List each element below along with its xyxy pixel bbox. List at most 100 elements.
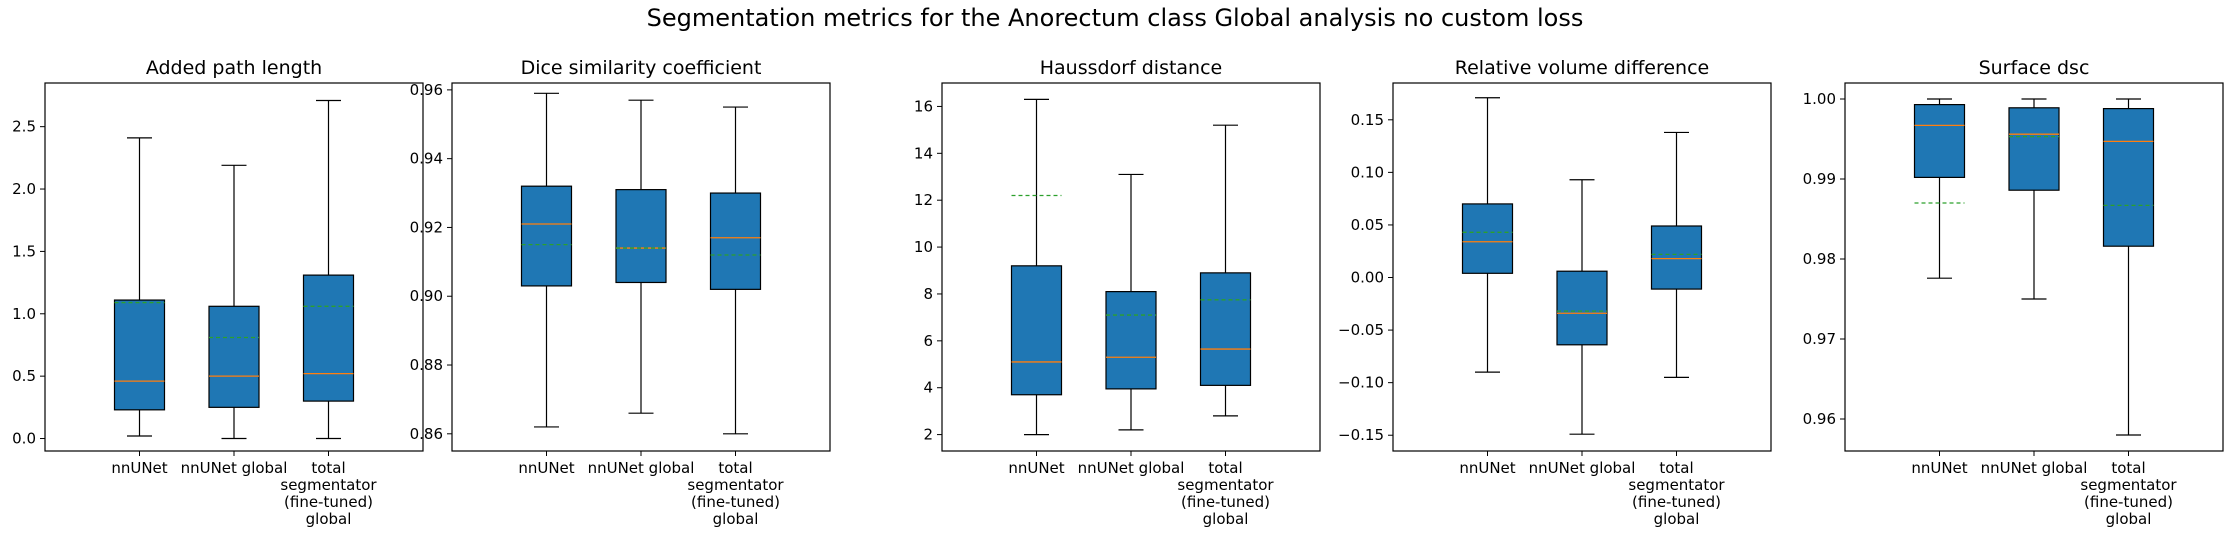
- box-body: [1105, 291, 1157, 390]
- x-tick-label: total: [311, 459, 345, 477]
- x-tick-label: total: [1208, 459, 1242, 477]
- x-tick-label: nnUNet global: [181, 459, 288, 477]
- y-tick-label: 0.90: [410, 287, 443, 305]
- box-3: [302, 99, 355, 440]
- x-tick-label: nnUNet: [518, 459, 574, 477]
- box-body: [113, 299, 166, 411]
- box-body: [208, 305, 260, 408]
- y-tick-label: 14: [914, 144, 933, 162]
- subplot-title: Added path length: [146, 57, 322, 79]
- box-1: [1461, 97, 1514, 373]
- box-1: [520, 92, 573, 428]
- y-tick-label: 12: [914, 191, 933, 209]
- box-2: [2008, 98, 2060, 300]
- box-2: [1105, 173, 1157, 431]
- subplot-title: Surface dsc: [1979, 57, 2090, 79]
- y-tick-label: 0.05: [1351, 216, 1384, 234]
- x-tick-label: nnUNet: [111, 459, 167, 477]
- subplot-title: Dice similarity coefficient: [521, 57, 762, 79]
- x-tick-label: (fine-tuned): [2084, 493, 2173, 511]
- axes-frame: [451, 82, 831, 452]
- y-tick-label: 0.94: [410, 150, 443, 168]
- y-tick-label: 0.88: [410, 356, 443, 374]
- x-tick-label: segmentator: [2080, 476, 2177, 494]
- y-tick-label: 0.99: [1803, 170, 1836, 188]
- x-tick-label: total: [718, 459, 752, 477]
- subplot-2: Dice similarity coefficient 0.86 0.88 0.90 0…: [410, 57, 831, 528]
- box-body: [520, 185, 573, 287]
- x-tick-label: nnUNet: [1459, 459, 1515, 477]
- x-tick-label: global: [2106, 510, 2152, 528]
- box-body: [1461, 203, 1514, 274]
- x-tick-label: nnUNet global: [1078, 459, 1185, 477]
- x-tick-label: segmentator: [687, 476, 784, 494]
- box-3: [709, 106, 762, 435]
- y-tick-label: 8: [923, 285, 933, 303]
- x-tick-label: (fine-tuned): [284, 493, 373, 511]
- axes-frame: [1392, 82, 1772, 452]
- box-2: [1556, 179, 1608, 435]
- x-tick-label: global: [306, 510, 352, 528]
- y-tick-label: 0.86: [410, 425, 443, 443]
- x-tick-label: nnUNet global: [1981, 459, 2088, 477]
- box-1: [1913, 98, 1966, 279]
- x-tick-label: total: [2111, 459, 2145, 477]
- box-3: [1199, 124, 1252, 417]
- y-tick-label: 2.5: [12, 118, 36, 136]
- y-tick-label: 0.10: [1351, 163, 1384, 181]
- box-body: [615, 189, 667, 284]
- x-tick-label: global: [1203, 510, 1249, 528]
- x-tick-label: segmentator: [1177, 476, 1274, 494]
- subplot-1: Added path length 0.0 0.5 1.0 1.5 2.0 2.5 nnUNe…: [12, 57, 424, 528]
- y-tick-label: 2.0: [12, 180, 36, 198]
- subplot-5: Surface dsc 0.96 0.97 0.98 0.99 1.00 nnUNet nnU…: [1803, 57, 2224, 528]
- box-body: [1650, 225, 1703, 290]
- box-body: [2102, 107, 2155, 247]
- x-tick-label: global: [713, 510, 759, 528]
- box-3: [2102, 98, 2155, 436]
- box-body: [709, 192, 762, 290]
- y-tick-label: −0.15: [1338, 426, 1384, 444]
- y-tick-label: −0.10: [1338, 374, 1384, 392]
- subplot-title: Relative volume difference: [1455, 57, 1709, 79]
- box-body: [1556, 270, 1608, 346]
- box-body: [302, 274, 355, 402]
- x-tick-label: global: [1654, 510, 1700, 528]
- y-tick-label: 0.96: [1803, 410, 1836, 428]
- y-tick-label: 0.96: [410, 81, 443, 99]
- x-tick-label: nnUNet global: [588, 459, 695, 477]
- y-tick-label: 1.0: [12, 305, 36, 323]
- figure-title: Segmentation metrics for the Anorectum c…: [646, 4, 1584, 32]
- x-tick-label: (fine-tuned): [691, 493, 780, 511]
- y-tick-label: 4: [923, 379, 933, 397]
- axes-frame: [44, 82, 424, 452]
- x-tick-label: total: [1659, 459, 1693, 477]
- subplot-title: Haussdorf distance: [1040, 57, 1223, 79]
- box-2: [208, 164, 260, 440]
- y-tick-label: 0.00: [1351, 269, 1384, 287]
- y-tick-label: 0.92: [410, 218, 443, 236]
- y-tick-label: 0.5: [12, 367, 36, 385]
- x-tick-label: (fine-tuned): [1632, 493, 1721, 511]
- subplot-3: Haussdorf distance 2 4 6 8 10 12 14 16 nnUNet nnUN…: [914, 57, 1321, 528]
- box-body: [2008, 107, 2060, 191]
- axes-frame: [1844, 82, 2224, 452]
- y-tick-label: 0.15: [1351, 111, 1384, 129]
- y-tick-label: 0.98: [1803, 250, 1836, 268]
- axes-frame: [941, 82, 1321, 452]
- y-tick-label: 1.5: [12, 242, 36, 260]
- box-body: [1913, 103, 1966, 179]
- box-1: [113, 137, 166, 437]
- x-tick-label: segmentator: [280, 476, 377, 494]
- box-body: [1010, 265, 1063, 396]
- y-tick-label: 2: [923, 426, 933, 444]
- y-tick-label: 16: [914, 97, 933, 115]
- box-2: [615, 99, 667, 414]
- y-tick-label: 10: [914, 238, 933, 256]
- x-tick-label: nnUNet: [1911, 459, 1967, 477]
- y-tick-label: 6: [923, 332, 933, 350]
- y-tick-label: 0.97: [1803, 330, 1836, 348]
- box-3: [1650, 131, 1703, 378]
- box-body: [1199, 272, 1252, 386]
